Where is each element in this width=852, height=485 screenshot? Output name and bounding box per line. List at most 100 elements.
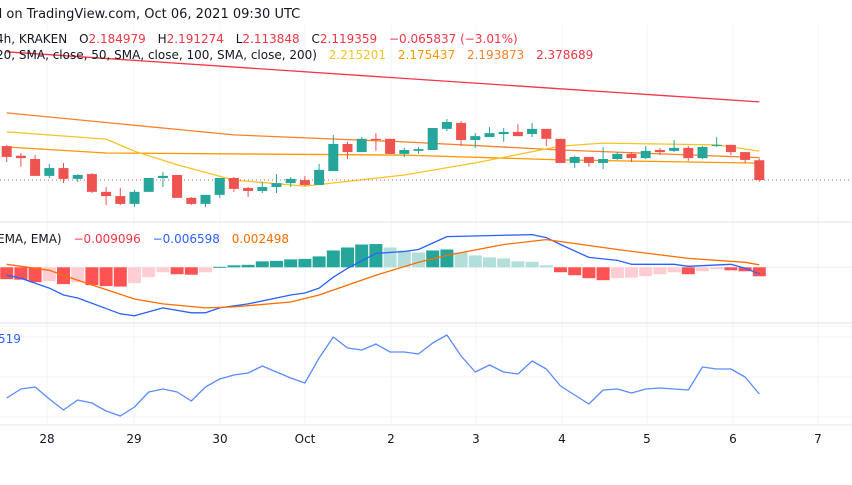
sma50-value: 2.175437 <box>397 48 456 62</box>
candle-body <box>257 187 268 191</box>
macd-histogram-bar <box>199 267 212 273</box>
macd-histogram-bar <box>128 267 141 284</box>
x-axis-tick-label: 6 <box>729 432 737 446</box>
sma-params: 20, SMA, close, 50, SMA, close, 100, SMA… <box>0 48 317 62</box>
candle-body <box>58 168 69 179</box>
sma100-value: 2.193873 <box>466 48 525 62</box>
macd-line <box>6 233 760 317</box>
candle-body <box>441 121 452 129</box>
symbol-legend: 4h, KRAKEN O2.184979 H2.191274 L2.113848… <box>0 32 518 46</box>
macd-histogram-bar <box>312 256 326 268</box>
candle-body <box>754 160 765 180</box>
candle-body <box>456 122 467 141</box>
candle-body <box>583 156 594 163</box>
sma200-line <box>6 51 760 103</box>
sma200-value: 2.378689 <box>536 48 594 62</box>
candle-body <box>15 155 26 159</box>
candle-body <box>370 138 381 141</box>
macd-histogram-bar <box>738 267 752 272</box>
macd-histogram-bar <box>156 267 170 273</box>
macd-histogram-bar <box>383 247 397 268</box>
macd-histogram-bar <box>213 266 227 268</box>
low-label: L <box>235 32 243 46</box>
macd-signal-value: 0.002498 <box>231 232 289 246</box>
macd-histogram-bar <box>341 247 354 268</box>
macd-histogram-bar <box>610 267 624 279</box>
x-axis-tick-label: 4 <box>558 432 566 446</box>
candle-body <box>186 197 197 204</box>
candle-body <box>101 191 112 197</box>
candle-body <box>299 180 310 185</box>
candle-body <box>541 128 552 139</box>
candle-body <box>172 174 183 198</box>
macd-histogram-bar <box>412 252 425 268</box>
candle-body <box>200 194 211 204</box>
candle-body <box>569 156 580 163</box>
macd-histogram-bar <box>397 250 411 268</box>
low-value: 2.113848 <box>242 32 300 46</box>
macd-histogram-value: −0.009096 <box>73 232 141 246</box>
macd-histogram-bar <box>454 252 468 268</box>
macd-histogram-bar <box>99 267 113 287</box>
candle-body <box>711 144 722 147</box>
candle-body <box>654 149 665 153</box>
candle-body <box>285 178 296 184</box>
macd-histogram-bar <box>255 261 269 268</box>
candle-body <box>527 128 538 135</box>
close-label: C <box>311 32 320 46</box>
macd-histogram-bar <box>625 267 638 278</box>
candle-body <box>143 177 154 192</box>
rsi-value: 519 <box>0 332 21 346</box>
macd-histogram-bar <box>539 265 553 268</box>
candle-body <box>243 187 254 191</box>
high-value: 2.191274 <box>166 32 224 46</box>
candle-body <box>740 152 751 160</box>
macd-histogram-bar <box>85 267 99 286</box>
symbol-info: 4h, KRAKEN <box>0 32 68 46</box>
change-value: −0.065837 (−3.01%) <box>389 32 518 46</box>
macd-histogram-bar <box>667 267 681 273</box>
sma20-line <box>6 131 760 187</box>
macd-signal-line <box>6 238 760 309</box>
x-axis-tick-label: 7 <box>814 432 822 446</box>
macd-histogram-bar <box>113 267 127 287</box>
candle-body <box>555 138 566 163</box>
x-axis-tick-label: 30 <box>212 432 228 446</box>
macd-histogram-bar <box>0 267 14 280</box>
macd-histogram-bar <box>639 267 653 277</box>
macd-params: EMA, EMA) <box>0 232 62 246</box>
candle-body <box>640 150 651 159</box>
close-value: 2.119359 <box>319 32 378 46</box>
macd-histogram-bar <box>355 244 369 268</box>
candle-body <box>271 183 282 188</box>
candle-body <box>44 168 55 176</box>
macd-histogram-bar <box>284 259 298 268</box>
macd-histogram-bar <box>724 267 738 271</box>
x-axis-tick-label: 2 <box>387 432 395 446</box>
candle-body <box>314 169 325 185</box>
candle-body <box>129 191 140 204</box>
candle-body <box>157 175 168 178</box>
macd-histogram-bar <box>596 267 610 281</box>
macd-histogram-bar <box>14 267 28 280</box>
candle-body <box>598 159 609 163</box>
x-axis-tick-label: 29 <box>126 432 142 446</box>
macd-histogram-bar <box>227 265 241 268</box>
open-value: 2.184979 <box>88 32 146 46</box>
macd-histogram-bar <box>440 249 454 268</box>
x-axis-tick-label: 28 <box>39 432 55 446</box>
macd-histogram-bar <box>241 264 255 268</box>
candle-body <box>214 177 225 195</box>
macd-legend: EMA, EMA) −0.009096 −0.006598 0.002498 <box>0 232 289 246</box>
candle-body <box>512 131 523 137</box>
macd-histogram-bar <box>525 261 539 268</box>
candle-body <box>399 149 410 154</box>
macd-histogram-bar <box>681 267 695 275</box>
published-caption: d on TradingView.com, Oct 06, 2021 09:30… <box>0 7 301 22</box>
candle-body <box>427 127 438 150</box>
open-label: O <box>79 32 89 46</box>
candle-body <box>413 149 424 151</box>
candle-body <box>385 138 396 154</box>
macd-histogram-bar <box>270 260 283 268</box>
